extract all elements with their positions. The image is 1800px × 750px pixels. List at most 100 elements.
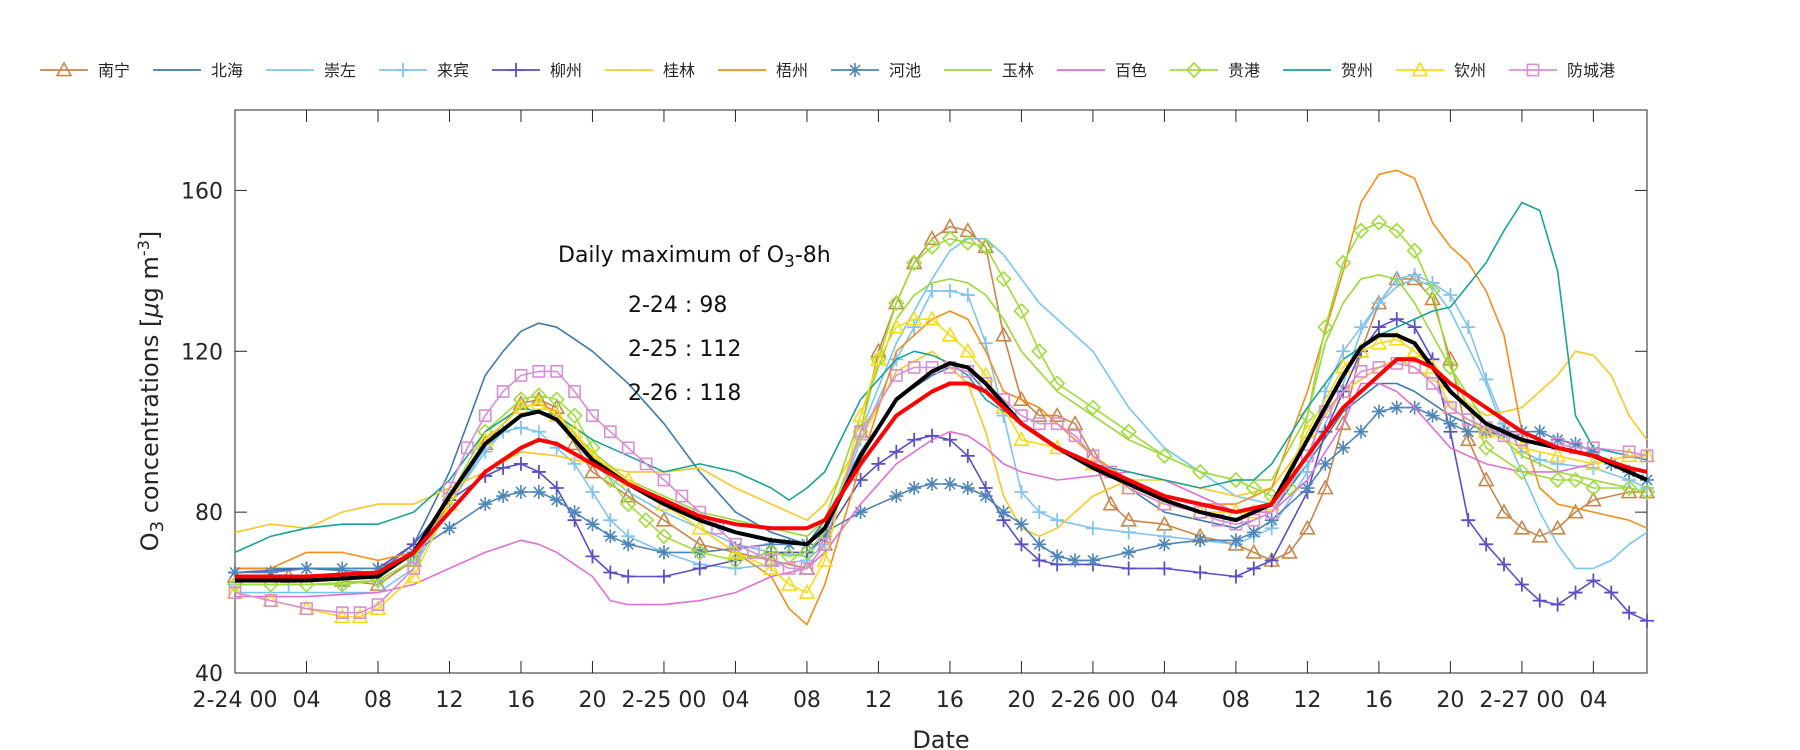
- data-point-marker: [923, 230, 941, 246]
- data-point-marker: [1479, 537, 1494, 552]
- data-point-marker: [1388, 222, 1405, 239]
- data-point-marker: [1049, 375, 1066, 392]
- data-point-marker: [263, 565, 278, 580]
- chart-legend: 南宁 北海 崇左 来宾 柳州 桂林 梧州 河池 玉林 百色 贵港 贺州 钦州 防城港: [40, 61, 1615, 80]
- legend-marker: [1411, 61, 1429, 77]
- data-point-marker: [887, 318, 905, 334]
- data-point-marker: [1336, 440, 1351, 455]
- data-point-marker: [907, 481, 922, 496]
- data-point-marker: [584, 463, 601, 479]
- x-tick-label: 2-27 00: [1479, 688, 1564, 713]
- data-point-marker: [870, 350, 887, 366]
- data-point-marker: [942, 476, 957, 491]
- x-tick-label: 08: [364, 688, 392, 713]
- data-point-marker: [407, 562, 421, 575]
- x-tick-label: 16: [936, 688, 964, 713]
- y-axis-title: O3 concentrations [μg m-3]: [134, 231, 169, 552]
- legend-item: 贵港: [1170, 61, 1260, 80]
- y-tick-label: 160: [181, 179, 223, 204]
- data-point-marker: [1549, 519, 1566, 535]
- data-point-marker: [478, 497, 493, 512]
- data-point-marker: [1032, 537, 1047, 552]
- data-point-marker: [585, 517, 600, 532]
- data-point-marker: [1479, 372, 1494, 387]
- legend-item: 钦州: [1396, 61, 1486, 80]
- data-point-marker: [1532, 424, 1547, 439]
- data-point-marker: [1424, 282, 1441, 300]
- x-tick-label: 08: [1222, 688, 1250, 713]
- data-point-marker: [728, 541, 743, 556]
- data-point-marker: [800, 562, 814, 575]
- data-point-marker: [1461, 413, 1475, 427]
- data-point-marker: [548, 391, 565, 408]
- data-point-marker: [1640, 613, 1654, 628]
- data-point-marker: [763, 544, 780, 561]
- series-line: [235, 382, 1647, 606]
- data-point-marker: [798, 583, 816, 599]
- data-point-marker: [1030, 406, 1048, 423]
- data-point-marker: [905, 254, 923, 270]
- legend-item: 玉林: [944, 61, 1034, 80]
- data-point-marker: [746, 545, 760, 559]
- data-point-marker: [351, 608, 369, 624]
- data-point-marker: [1157, 537, 1172, 552]
- legend-item: 贺州: [1283, 61, 1373, 80]
- data-point-marker: [960, 481, 975, 496]
- data-point-marker: [1622, 445, 1636, 459]
- data-point-marker: [816, 551, 834, 567]
- data-point-marker: [621, 569, 636, 584]
- data-point-marker: [906, 254, 923, 271]
- data-point-marker: [1513, 463, 1531, 481]
- x-tick-label: 2-24 00: [193, 688, 278, 713]
- data-point-marker: [1406, 270, 1424, 286]
- data-point-marker: [1443, 416, 1458, 431]
- series-layer: [226, 169, 1656, 628]
- data-point-marker: [1032, 505, 1047, 520]
- x-tick-label: 04: [292, 688, 320, 713]
- data-point-marker: [603, 529, 618, 544]
- data-point-marker: [550, 364, 564, 378]
- y-tick-label: 120: [181, 340, 223, 365]
- data-point-marker: [369, 600, 387, 616]
- data-point-marker: [333, 608, 351, 624]
- data-point-marker: [1389, 400, 1404, 415]
- data-point-marker: [942, 283, 957, 298]
- data-point-marker: [1585, 455, 1602, 471]
- data-point-marker: [478, 409, 492, 423]
- x-tick-label: 2-25 00: [622, 688, 707, 713]
- plot-area: [234, 109, 1648, 674]
- data-point-marker: [1085, 553, 1100, 568]
- data-point-marker: [942, 432, 957, 447]
- data-point-marker: [620, 495, 637, 513]
- data-point-marker: [1301, 449, 1314, 463]
- data-point-marker: [691, 519, 709, 535]
- data-point-marker: [1120, 423, 1137, 440]
- data-point-marker: [1032, 417, 1046, 431]
- data-point-marker: [1121, 525, 1136, 540]
- data-point-marker: [228, 586, 242, 599]
- data-point-marker: [923, 310, 941, 326]
- legend-marker: [1185, 61, 1203, 79]
- data-point-marker: [1013, 302, 1030, 320]
- data-point-marker: [1586, 441, 1600, 455]
- data-point-marker: [889, 369, 903, 382]
- data-point-marker: [941, 230, 959, 247]
- data-point-marker: [496, 460, 511, 475]
- data-point-marker: [1014, 517, 1029, 532]
- data-point-marker: [1442, 359, 1459, 376]
- data-point-marker: [1084, 399, 1102, 416]
- data-point-marker: [585, 485, 600, 500]
- data-point-marker: [1246, 525, 1261, 540]
- legend-label: 河池: [889, 61, 921, 80]
- data-point-marker: [1228, 569, 1243, 584]
- data-point-marker: [1121, 561, 1136, 576]
- data-point-marker: [548, 398, 566, 414]
- data-point-marker: [619, 487, 637, 503]
- data-point-marker: [1246, 561, 1261, 576]
- data-point-marker: [889, 444, 904, 459]
- x-axis-title: Date: [912, 726, 969, 750]
- legend-item: 崇左: [266, 61, 356, 80]
- data-point-marker: [1265, 505, 1279, 519]
- data-point-marker: [1620, 447, 1638, 463]
